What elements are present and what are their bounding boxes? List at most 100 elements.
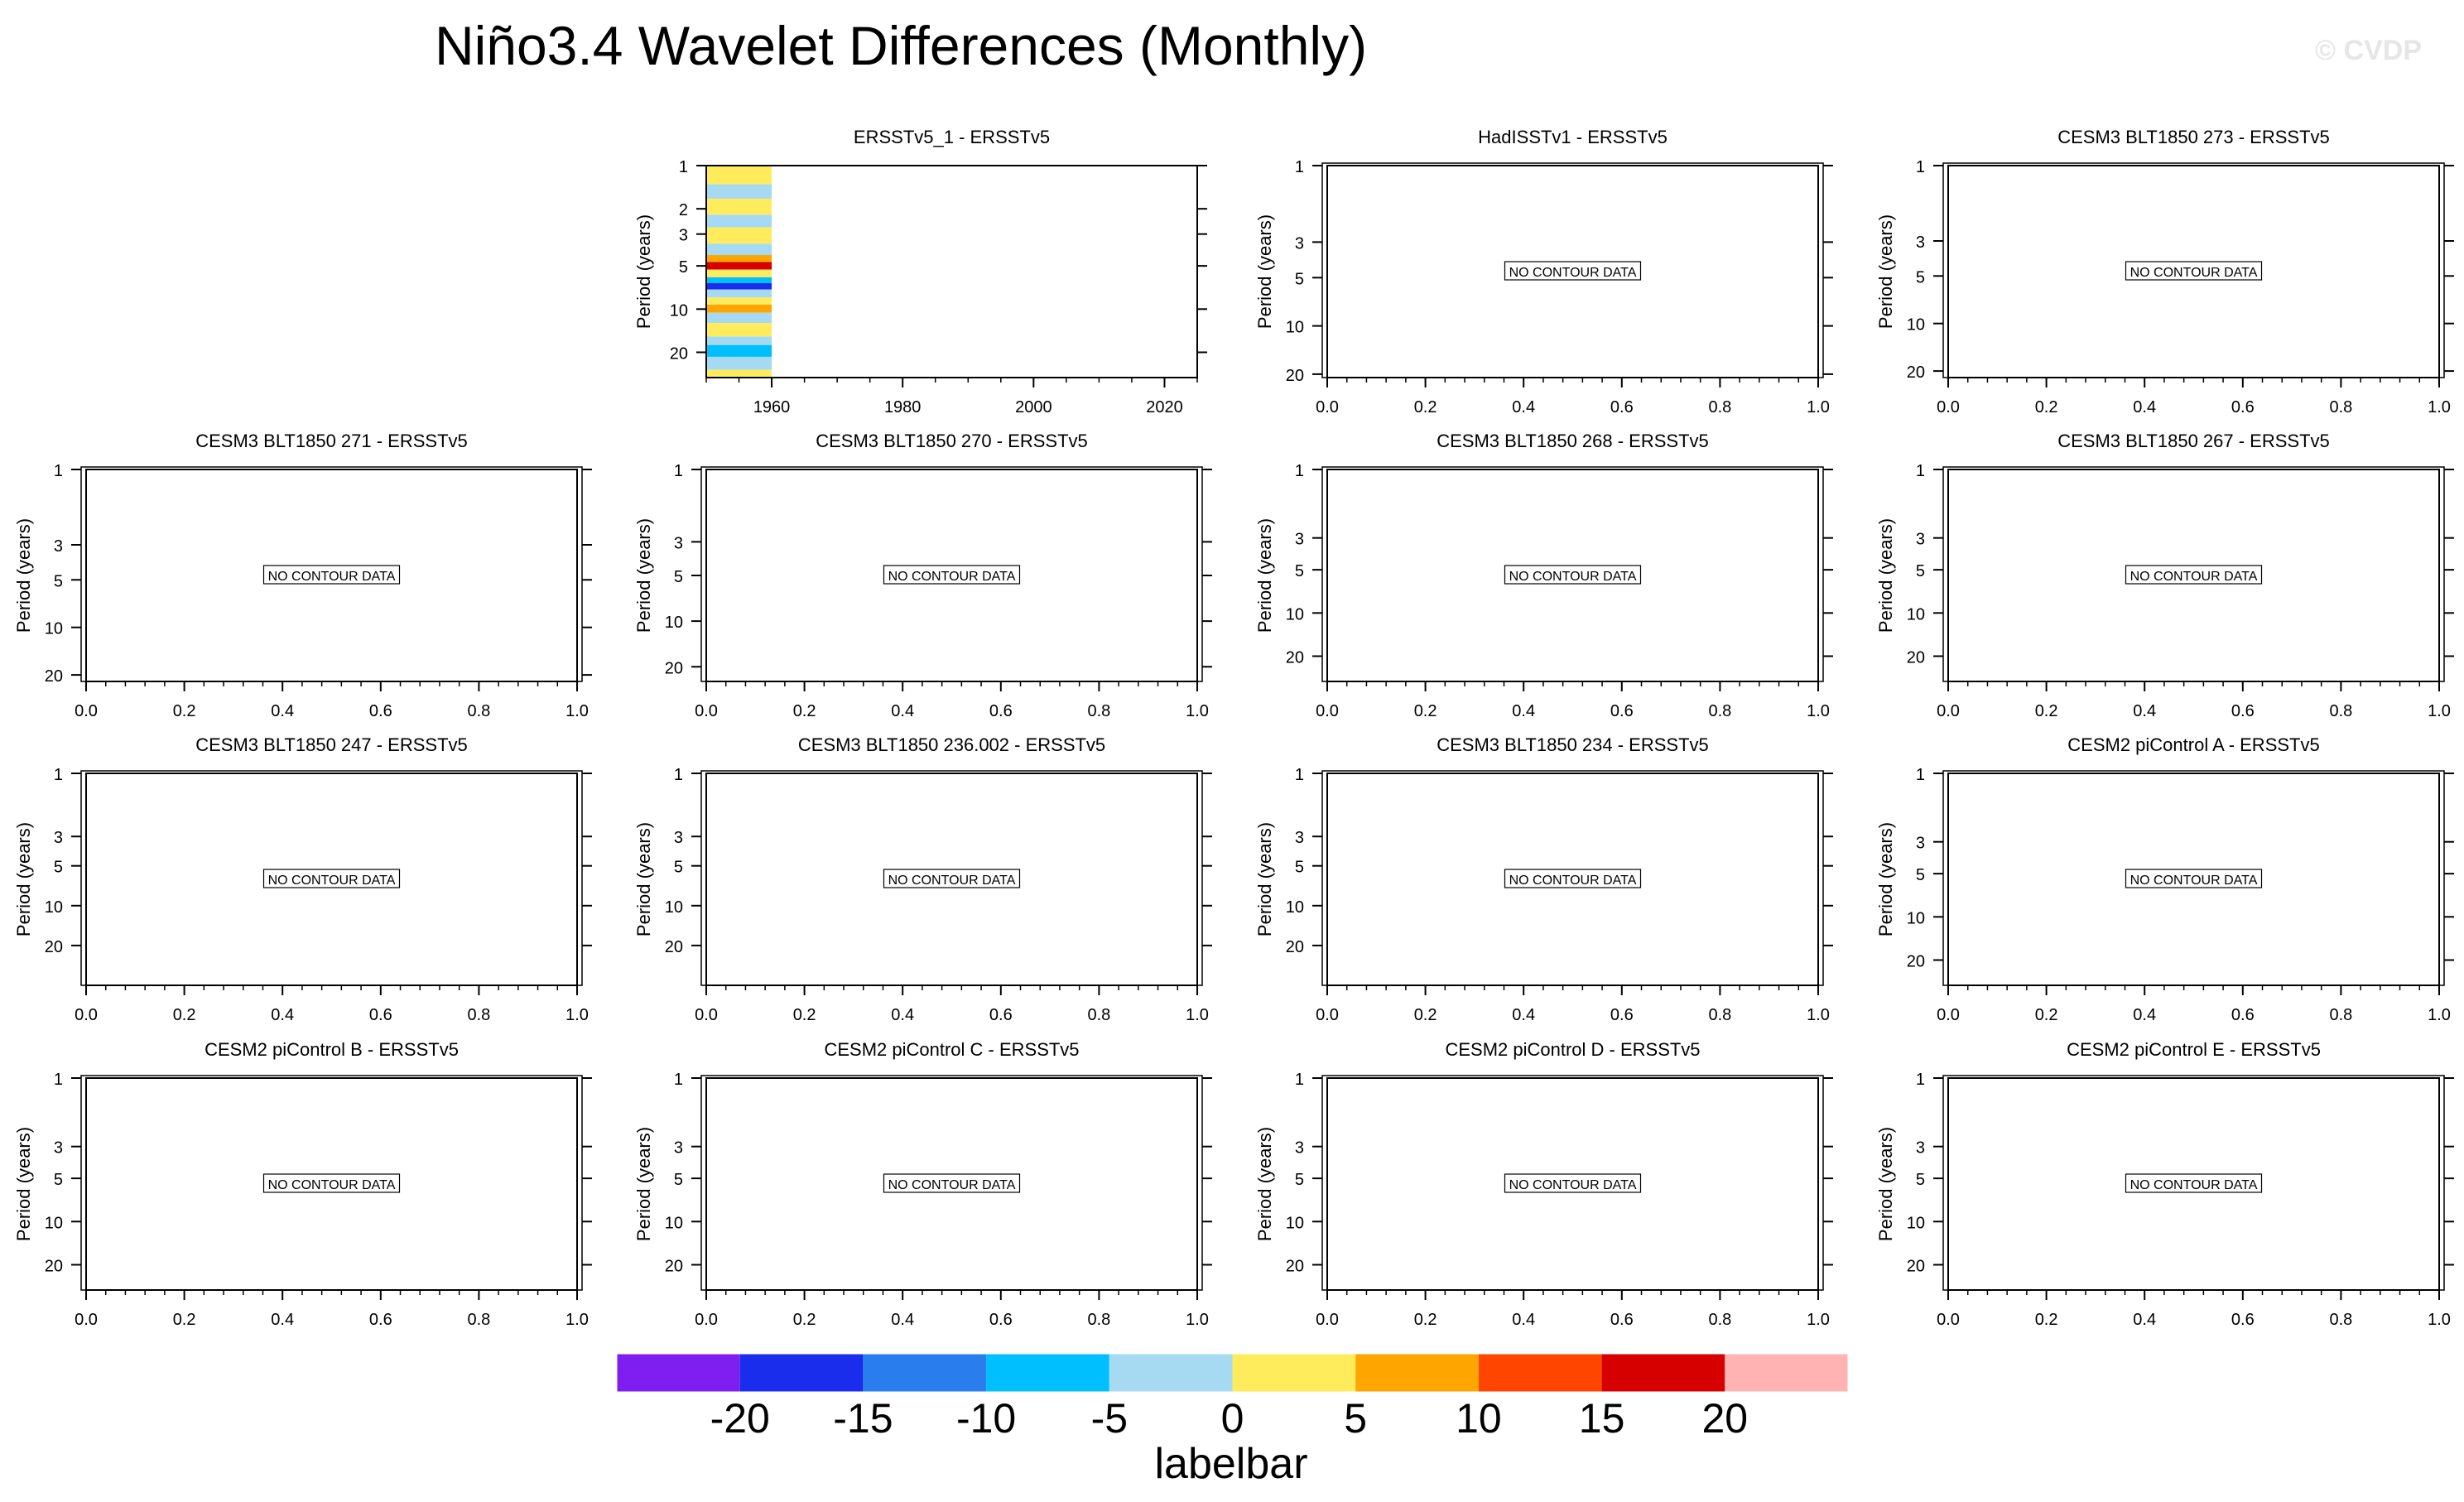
x-tick-label: 1960 [753, 398, 791, 416]
no-data-box [883, 565, 1021, 585]
x-tick-label: 0.6 [989, 1311, 1013, 1329]
panel: CESM2 piControl E - ERSSTv5 Period (years… [1875, 1039, 2454, 1329]
y-tick-label: 3 [54, 537, 63, 556]
contour-band [706, 336, 772, 345]
x-tick-label: 2020 [1146, 398, 1183, 416]
no-data-box [2125, 565, 2263, 585]
y-tick-label: 3 [1295, 829, 1304, 847]
y-tick-label: 1 [674, 766, 683, 784]
no-data-text: NO CONTOUR DATA [888, 570, 1016, 584]
x-tick-label: 0.0 [1937, 1311, 1960, 1329]
x-tick-label: 0.0 [75, 702, 98, 720]
x-tick-label: 0.2 [173, 1006, 196, 1024]
y-tick-label: 1 [674, 462, 683, 480]
y-tick-label: 1 [1916, 766, 1925, 784]
y-tick-label: 5 [679, 258, 688, 277]
panel-title: CESM3 BLT1850 271 - ERSSTv5 [195, 431, 468, 451]
y-tick-label: 20 [45, 667, 63, 686]
contour-band [706, 227, 772, 244]
colorbar-swatch [1601, 1354, 1725, 1392]
y-axis-label: Period (years) [1875, 822, 1896, 936]
no-data-box [262, 869, 401, 888]
x-tick-label: 0.4 [891, 1311, 914, 1329]
panel-title: CESM3 BLT1850 268 - ERSSTv5 [1437, 431, 1709, 451]
y-axis-label: Period (years) [1875, 214, 1896, 329]
no-data-text: NO CONTOUR DATA [1509, 874, 1637, 888]
panel-outer-frame [1321, 770, 1824, 986]
y-tick-label: 1 [674, 1071, 683, 1089]
x-tick-label: 0.6 [369, 702, 392, 720]
colorbar-swatch [1355, 1354, 1479, 1392]
x-tick-label: 1.0 [1186, 1311, 1209, 1329]
x-tick-label: 0.4 [891, 702, 914, 720]
no-data-text: NO CONTOUR DATA [1509, 266, 1637, 280]
contour-band [706, 277, 772, 284]
y-axis-label: Period (years) [1875, 1127, 1896, 1241]
y-tick-label: 2 [679, 201, 688, 219]
panel-title: CESM3 BLT1850 247 - ERSSTv5 [195, 734, 468, 755]
y-axis-label: Period (years) [1254, 518, 1275, 633]
no-data-box [883, 869, 1021, 888]
panel-outer-frame [80, 466, 583, 682]
no-data-box [262, 565, 401, 585]
no-data-box [1504, 565, 1642, 585]
panel: CESM2 piControl A - ERSSTv5 Period (years… [1875, 734, 2454, 1024]
colorbar-label: -10 [956, 1395, 1016, 1442]
x-tick-label: 0.8 [1708, 1006, 1731, 1024]
no-data-box [1504, 869, 1642, 888]
x-tick-label: 0.4 [2133, 702, 2156, 720]
y-tick-label: 5 [54, 572, 63, 590]
y-tick-label: 3 [1295, 234, 1304, 253]
y-tick-label: 3 [674, 829, 683, 847]
y-tick-label: 1 [679, 158, 688, 176]
y-tick-label: 1 [1295, 766, 1304, 784]
colorbar-label: -5 [1091, 1395, 1128, 1442]
colorbar-swatch [617, 1354, 740, 1392]
contour-band [706, 166, 772, 185]
y-tick-label: 20 [665, 659, 683, 677]
colorbar-title: labelbar [1154, 1440, 1307, 1488]
x-tick-label: 1.0 [1807, 398, 1830, 416]
y-tick-label: 5 [1916, 268, 1925, 286]
y-tick-label: 3 [1295, 531, 1304, 549]
y-tick-label: 20 [1286, 1257, 1304, 1275]
x-tick-label: 0.2 [2035, 398, 2058, 416]
contour-band [706, 297, 772, 305]
x-tick-label: 1.0 [1807, 702, 1830, 720]
panel: CESM3 BLT1850 273 - ERSSTv5 Period (years… [1875, 127, 2454, 416]
x-tick-label: 1.0 [565, 1006, 589, 1024]
panel: HadISSTv1 - ERSSTv5 Period (years) 1 3 5 10 20… [1254, 127, 1833, 416]
x-tick-label: 0.2 [793, 1311, 816, 1329]
x-tick-label: 0.0 [75, 1006, 98, 1024]
y-tick-label: 5 [674, 1171, 683, 1189]
y-tick-label: 5 [1916, 1171, 1925, 1189]
y-tick-label: 5 [1295, 270, 1304, 288]
y-tick-label: 1 [54, 462, 63, 480]
x-tick-label: 0.0 [695, 1311, 718, 1329]
contour-band [706, 255, 772, 262]
contour-band [706, 304, 772, 313]
contour-band [706, 312, 772, 324]
panel-outer-frame [1321, 466, 1824, 682]
y-tick-label: 1 [1916, 158, 1925, 176]
x-tick-label: 0.8 [1087, 1311, 1110, 1329]
colorbar-outline [616, 1353, 1849, 1393]
y-tick-label: 1 [54, 1071, 63, 1089]
x-tick-label: 0.0 [1316, 1311, 1339, 1329]
panel-title: CESM3 BLT1850 267 - ERSSTv5 [2057, 431, 2330, 451]
x-tick-label: 0.2 [173, 1311, 196, 1329]
x-tick-label: 1.0 [565, 1311, 589, 1329]
x-tick-label: 0.0 [75, 1311, 98, 1329]
panel-title: CESM3 BLT1850 236.002 - ERSSTv5 [798, 734, 1105, 755]
contour-band [706, 184, 772, 199]
y-tick-label: 3 [1295, 1139, 1304, 1158]
y-tick-label: 5 [1916, 866, 1925, 884]
x-tick-label: 0.8 [467, 702, 490, 720]
colorbar-swatch [739, 1354, 864, 1392]
x-tick-label: 0.0 [695, 1006, 718, 1024]
x-tick-label: 0.0 [1316, 702, 1339, 720]
x-tick-label: 1.0 [1186, 702, 1209, 720]
x-tick-label: 0.8 [1087, 1006, 1110, 1024]
x-tick-label: 1.0 [2428, 702, 2451, 720]
no-data-text: NO CONTOUR DATA [2130, 570, 2258, 584]
